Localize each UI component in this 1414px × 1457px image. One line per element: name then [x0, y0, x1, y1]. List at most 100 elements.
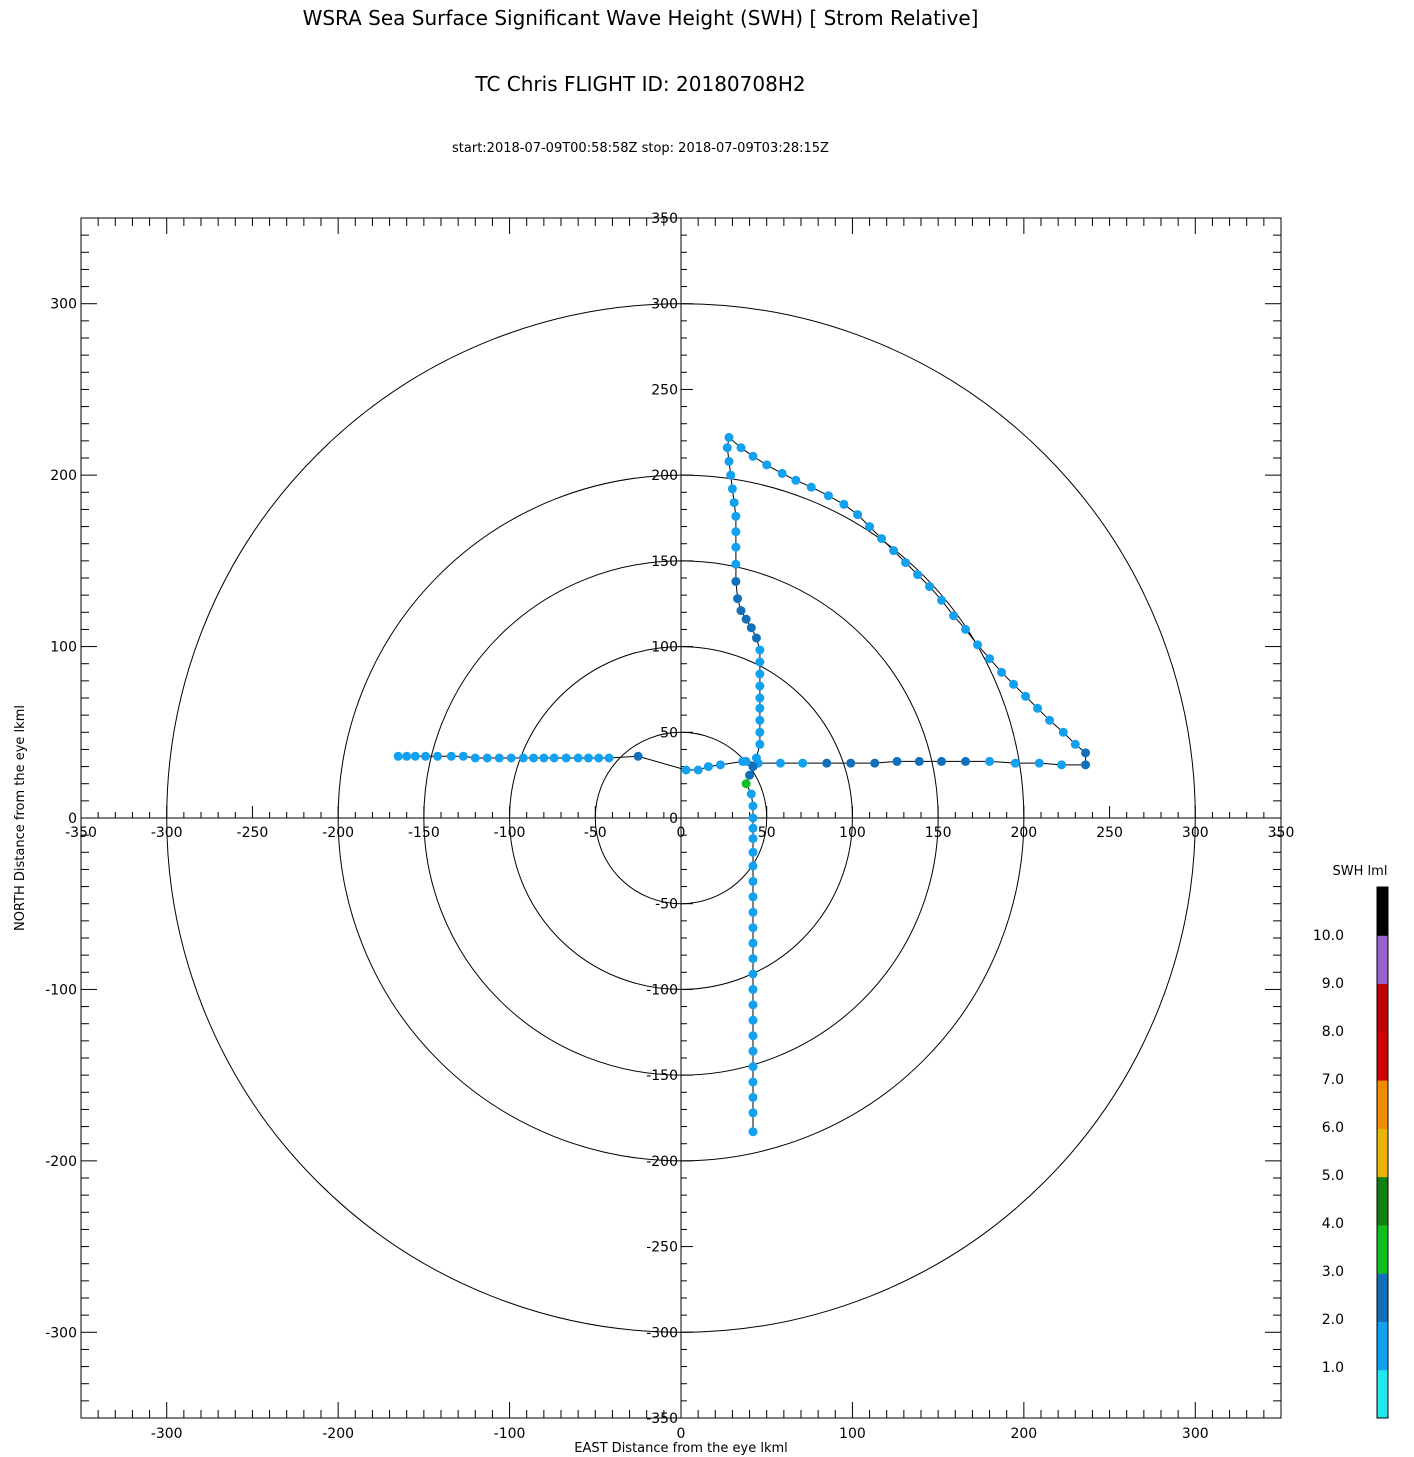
swh-point	[748, 451, 758, 461]
swh-point	[421, 751, 431, 761]
swh-point	[748, 762, 758, 772]
x-axis-label: EAST Distance from the eye lkml	[574, 1441, 788, 1456]
swh-point	[949, 611, 959, 621]
swh-point	[733, 594, 743, 604]
center-x-tick-label: 50	[758, 825, 776, 841]
colorbar-segment	[1377, 1080, 1388, 1129]
swh-point	[594, 753, 604, 763]
swh-point	[727, 484, 737, 494]
colorbar-tick-label: 1.0	[1322, 1360, 1344, 1376]
swh-point	[748, 876, 758, 886]
center-y-tick-label: 50	[660, 725, 678, 741]
swh-point	[973, 640, 983, 650]
swh-point	[731, 576, 741, 586]
swh-point	[791, 475, 801, 485]
swh-point	[741, 779, 751, 789]
center-y-tick-label: -300	[646, 1325, 678, 1341]
swh-point	[937, 756, 947, 766]
swh-point	[724, 456, 734, 466]
colorbar-segment	[1377, 887, 1388, 936]
swh-point	[748, 954, 758, 964]
swh-point	[681, 765, 691, 775]
swh-point	[703, 762, 713, 772]
swh-point	[433, 751, 443, 761]
swh-point	[748, 969, 758, 979]
center-x-tick-label: -150	[408, 825, 440, 841]
swh-point	[822, 758, 832, 768]
swh-point	[751, 753, 761, 763]
colorbar-tick-label: 5.0	[1322, 1168, 1344, 1184]
x-tick-label: -200	[322, 1426, 354, 1442]
y-tick-label: -200	[45, 1154, 77, 1170]
swh-point	[985, 654, 995, 664]
swh-point	[914, 756, 924, 766]
center-y-tick-label: 300	[651, 297, 678, 313]
colorbar-tick-label: 4.0	[1322, 1216, 1344, 1232]
swh-point	[892, 756, 902, 766]
swh-point	[393, 751, 403, 761]
swh-point	[961, 756, 971, 766]
swh-point	[518, 753, 528, 763]
swh-point	[870, 758, 880, 768]
swh-point	[748, 938, 758, 948]
swh-point	[506, 753, 516, 763]
y-tick-label: -300	[45, 1325, 77, 1341]
chart-title: WSRA Sea Surface Significant Wave Height…	[302, 6, 979, 30]
x-tick-label: 200	[1010, 1426, 1037, 1442]
center-x-tick-label: -300	[151, 825, 183, 841]
swh-point	[748, 923, 758, 933]
colorbar-segment	[1377, 983, 1388, 1033]
colorbar-tick-label: 3.0	[1322, 1264, 1344, 1280]
colorbar-segment	[1377, 1176, 1388, 1226]
center-y-tick-label: -50	[655, 897, 678, 913]
swh-point	[573, 753, 583, 763]
center-y-tick-label: 100	[651, 640, 678, 656]
swh-point	[901, 558, 911, 568]
swh-point	[748, 907, 758, 917]
swh-point	[748, 984, 758, 994]
swh-point	[925, 582, 935, 592]
colorbar-segment	[1377, 1128, 1388, 1178]
colorbar-segment	[1377, 1031, 1388, 1081]
swh-point	[865, 522, 875, 532]
swh-point	[549, 753, 559, 763]
swh-point	[755, 739, 765, 749]
swh-point	[458, 751, 468, 761]
swh-point	[731, 559, 741, 569]
swh-point	[755, 681, 765, 691]
center-y-tick-label: -250	[646, 1240, 678, 1256]
swh-point	[748, 1127, 758, 1137]
swh-point	[715, 760, 725, 770]
swh-point	[762, 460, 772, 470]
center-x-tick-label: -100	[494, 825, 526, 841]
center-x-tick-label: 150	[925, 825, 952, 841]
center-y-tick-label: 0	[669, 811, 678, 827]
center-x-tick-label: 100	[839, 825, 866, 841]
center-x-tick-label: -50	[584, 825, 607, 841]
x-tick-label: 300	[1182, 1426, 1209, 1442]
colorbar-tick-label: 10.0	[1313, 928, 1344, 944]
swh-point	[1045, 715, 1055, 725]
swh-point	[1021, 691, 1031, 701]
x-tick-label: 0	[677, 1426, 686, 1442]
colorbar-segment	[1377, 1273, 1388, 1322]
swh-point	[470, 753, 480, 763]
swh-point	[746, 623, 756, 633]
swh-point	[985, 756, 995, 766]
swh-point	[806, 482, 816, 492]
swh-point	[748, 1015, 758, 1025]
swh-point	[736, 443, 746, 453]
colorbar-label: SWH lml	[1333, 864, 1388, 879]
swh-point	[724, 432, 734, 442]
center-y-tick-label: -150	[646, 1068, 678, 1084]
swh-point	[913, 570, 923, 580]
swh-point	[777, 468, 787, 478]
swh-point	[775, 758, 785, 768]
swh-point	[693, 765, 703, 775]
swh-point	[1033, 703, 1043, 713]
swh-point	[755, 645, 765, 655]
center-y-tick-label: -200	[646, 1154, 678, 1170]
swh-points	[393, 432, 1091, 1137]
swh-point	[997, 667, 1007, 677]
swh-point	[961, 624, 971, 634]
